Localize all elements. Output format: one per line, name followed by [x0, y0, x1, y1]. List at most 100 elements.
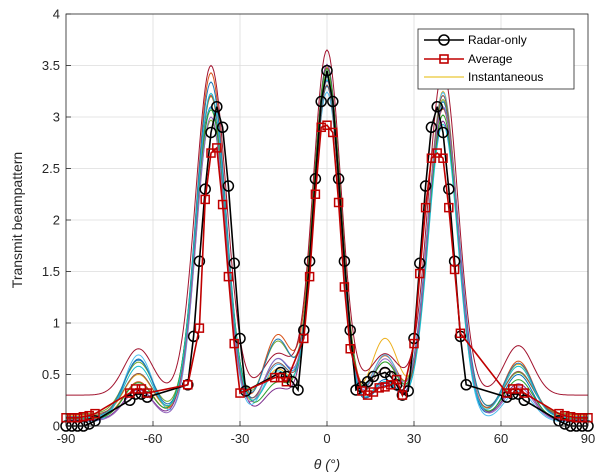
- data-point-marker: [379, 366, 391, 379]
- data-point-marker: [409, 338, 419, 349]
- x-tick-label: 30: [407, 431, 421, 446]
- data-point-marker: [443, 183, 455, 195]
- data-point-marker: [216, 121, 229, 134]
- data-point-marker: [333, 197, 344, 208]
- y-tick-label: 2: [53, 213, 60, 228]
- legend-average-marker: [439, 54, 449, 64]
- x-tick-label: 90: [581, 431, 595, 446]
- data-point-marker: [438, 153, 448, 163]
- y-tick-label: 3.5: [42, 58, 60, 73]
- data-point-marker: [315, 95, 327, 108]
- data-point-marker: [559, 418, 571, 430]
- series-1: [61, 120, 593, 423]
- x-tick-label: 0: [323, 431, 330, 446]
- series-line: [66, 124, 588, 419]
- data-point-marker: [419, 180, 432, 192]
- data-point-marker: [228, 257, 240, 270]
- data-point-marker: [455, 328, 466, 339]
- data-point-marker: [142, 388, 152, 398]
- data-point-marker: [415, 268, 425, 279]
- data-point-marker: [235, 388, 245, 398]
- x-axis-label: θ (°): [314, 456, 340, 472]
- data-point-marker: [344, 324, 356, 336]
- data-point-marker: [397, 390, 408, 400]
- x-tick-label: 60: [494, 431, 508, 446]
- data-point-marker: [211, 100, 223, 113]
- instantaneous-curve: [66, 49, 588, 396]
- data-point-marker: [205, 126, 217, 139]
- data-point-marker: [78, 411, 89, 422]
- series-line: [66, 70, 588, 427]
- data-point-marker: [577, 413, 587, 423]
- legend-average-label: Average: [468, 52, 513, 66]
- data-point-marker: [339, 282, 350, 292]
- data-point-marker: [437, 126, 449, 139]
- data-point-marker: [449, 264, 460, 275]
- data-point-marker: [222, 180, 235, 192]
- data-point-marker: [565, 411, 576, 422]
- data-point-marker: [223, 271, 234, 282]
- legend-instantaneous-label: Instantaneous: [468, 70, 543, 84]
- data-point-marker: [84, 410, 94, 421]
- data-point-marker: [444, 202, 454, 213]
- data-point-marker: [519, 388, 529, 398]
- y-tick-label: 3: [53, 110, 60, 125]
- data-point-marker: [212, 143, 222, 153]
- data-point-marker: [460, 379, 472, 391]
- data-point-marker: [187, 330, 200, 343]
- data-point-marker: [309, 173, 322, 185]
- data-point-marker: [396, 389, 409, 401]
- data-point-marker: [345, 344, 355, 354]
- data-point-marker: [229, 338, 239, 349]
- y-tick-label: 0.5: [42, 367, 60, 382]
- data-point-marker: [72, 413, 83, 423]
- data-point-marker: [425, 121, 438, 134]
- data-point-marker: [554, 408, 564, 419]
- x-tick-label: -30: [231, 431, 250, 446]
- tick-labels: -90 -60 -30 0 30 60 90 0 0.5 1 1.5 2 2.5 3 3.5 4: [42, 7, 595, 447]
- data-point-marker: [518, 394, 530, 406]
- data-point-marker: [367, 370, 380, 383]
- y-tick-label: 1: [53, 316, 60, 331]
- legend-radar-only-label: Radar-only: [468, 33, 527, 47]
- instantaneous-curve: [66, 78, 588, 419]
- data-point-marker: [270, 372, 280, 383]
- data-point-marker: [560, 410, 570, 421]
- data-point-marker: [374, 383, 384, 393]
- data-point-marker: [234, 332, 246, 345]
- data-point-marker: [90, 408, 100, 419]
- data-point-marker: [426, 153, 437, 163]
- data-point-marker: [321, 64, 333, 77]
- legend-radar-only-marker: [438, 34, 450, 46]
- instantaneous-curve: [66, 75, 588, 418]
- data-point-marker: [217, 199, 228, 210]
- instantaneous-curve: [66, 79, 588, 422]
- data-point-marker: [304, 271, 315, 282]
- data-point-marker: [299, 333, 309, 344]
- data-point-marker: [507, 384, 518, 394]
- data-point-marker: [183, 380, 193, 390]
- y-tick-label: 4: [53, 7, 60, 22]
- data-point-marker: [240, 385, 252, 397]
- main-series: [60, 64, 594, 432]
- data-point-marker: [332, 173, 345, 185]
- series-0: [60, 64, 594, 432]
- data-point-marker: [431, 100, 443, 113]
- data-point-marker: [83, 418, 95, 430]
- data-point-marker: [206, 148, 216, 158]
- data-point-marker: [328, 127, 338, 138]
- data-point-marker: [130, 384, 141, 394]
- data-point-marker: [391, 374, 402, 385]
- data-point-marker: [338, 255, 351, 267]
- data-point-marker: [420, 202, 431, 213]
- data-point-marker: [316, 122, 326, 133]
- y-tick-label: 1.5: [42, 264, 60, 279]
- data-point-marker: [310, 189, 321, 199]
- data-point-marker: [432, 148, 442, 158]
- data-point-marker: [385, 370, 397, 383]
- instantaneous-curve: [66, 67, 588, 420]
- legend: Radar-only Average Instantaneous: [417, 28, 575, 90]
- data-point-marker: [281, 376, 292, 387]
- x-tick-label: -90: [57, 431, 76, 446]
